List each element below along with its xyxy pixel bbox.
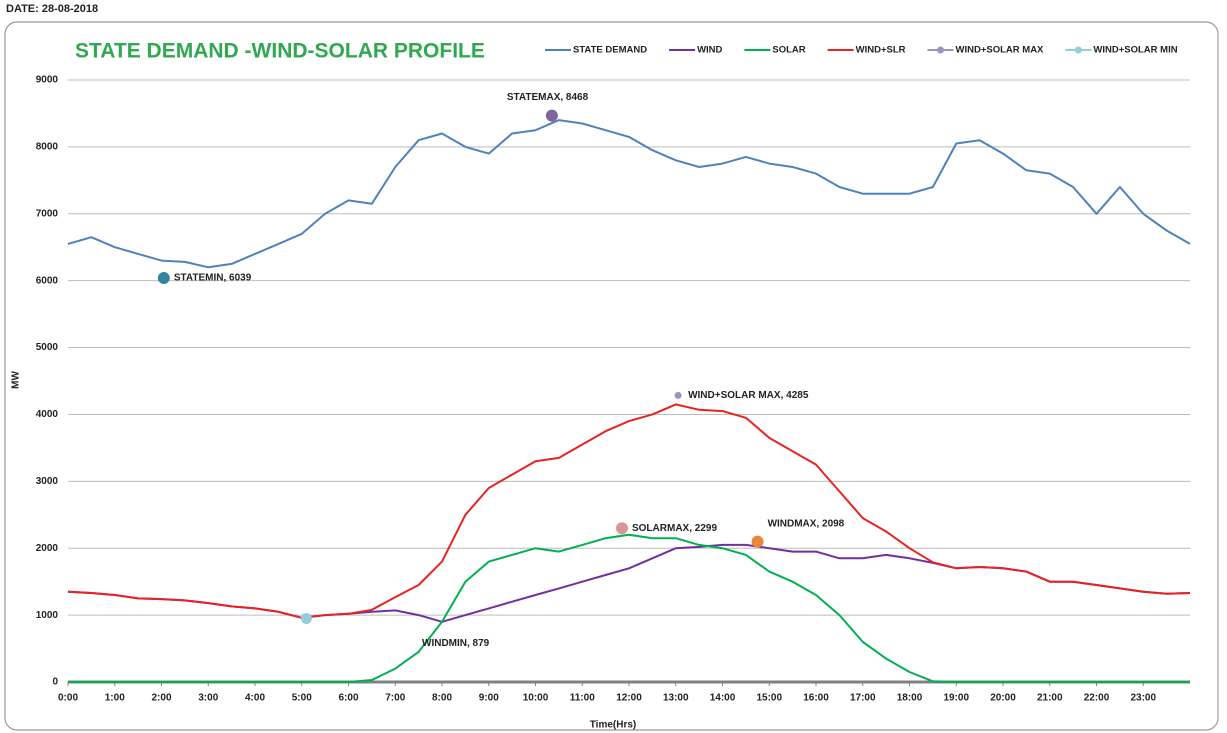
x-tick-label: 20:00: [990, 693, 1016, 704]
y-tick-label: 8000: [36, 142, 59, 153]
x-tick-label: 16:00: [803, 693, 829, 704]
legend-label: SOLAR: [772, 45, 805, 56]
x-tick-label: 5:00: [292, 693, 312, 704]
series-line: [68, 533, 1190, 683]
x-tick-label: 8:00: [432, 693, 452, 704]
marker-point: [674, 391, 682, 399]
annotation-label: WINDMAX, 2098: [768, 518, 845, 529]
x-tick-label: 13:00: [663, 693, 689, 704]
x-tick-label: 22:00: [1084, 693, 1110, 704]
x-tick-label: 2:00: [151, 693, 171, 704]
x-tick-label: 15:00: [756, 693, 782, 704]
annotation-point: [615, 522, 628, 535]
annotation-label: STATEMAX, 8468: [507, 92, 589, 103]
y-tick-label: 5000: [36, 342, 59, 353]
x-tick-label: 0:00: [58, 693, 78, 704]
annotation-label: WIND+SOLAR MAX, 4285: [688, 390, 809, 401]
legend-label: WIND: [697, 45, 722, 56]
y-tick-label: 4000: [36, 409, 59, 420]
annotation-point: [545, 109, 558, 122]
y-tick-label: 6000: [36, 275, 59, 286]
x-tick-label: 6:00: [338, 693, 358, 704]
x-tick-label: 21:00: [1037, 693, 1063, 704]
y-axis-title: MW: [11, 371, 22, 389]
chart-frame: [4, 21, 1219, 731]
x-tick-label: 14:00: [710, 693, 736, 704]
y-tick-label: 7000: [36, 208, 59, 219]
annotation-point: [751, 535, 764, 548]
x-tick-label: 23:00: [1130, 693, 1156, 704]
y-tick-label: 1000: [36, 610, 59, 621]
x-tick-label: 18:00: [897, 693, 923, 704]
legend-marker: [937, 46, 945, 54]
annotation-label: WINDMIN, 879: [422, 638, 490, 649]
legend-marker: [1074, 46, 1082, 54]
x-tick-label: 12:00: [616, 693, 642, 704]
x-tick-label: 9:00: [479, 693, 499, 704]
annotation-label: STATEMIN, 6039: [174, 273, 252, 284]
series-line: [67, 119, 1191, 269]
y-tick-label: 0: [52, 677, 58, 688]
x-axis-title: Time(Hrs): [590, 720, 637, 731]
x-tick-label: 4:00: [245, 693, 265, 704]
x-tick-label: 17:00: [850, 693, 876, 704]
annotation-label: SOLARMAX, 2299: [632, 523, 717, 534]
legend-label: STATE DEMAND: [573, 45, 647, 56]
x-tick-label: 1:00: [105, 693, 125, 704]
x-tick-label: 3:00: [198, 693, 218, 704]
y-tick-label: 3000: [36, 476, 59, 487]
annotation-point: [157, 272, 170, 285]
x-tick-label: 11:00: [570, 693, 595, 704]
legend-label: WIND+SOLAR MIN: [1093, 45, 1177, 56]
x-tick-label: 7:00: [385, 693, 405, 704]
y-tick-label: 2000: [36, 543, 59, 554]
series-line: [67, 403, 1191, 619]
chart-title: STATE DEMAND -WIND-SOLAR PROFILE: [75, 40, 485, 63]
x-tick-label: 19:00: [943, 693, 969, 704]
date-label: DATE: 28-08-2018: [6, 3, 98, 15]
legend-label: WIND+SLR: [856, 45, 906, 56]
series-line: [67, 543, 1191, 623]
y-tick-label: 9000: [36, 75, 59, 86]
marker-point: [300, 612, 312, 624]
legend-label: WIND+SOLAR MAX: [956, 45, 1045, 56]
x-tick-label: 10:00: [523, 693, 549, 704]
